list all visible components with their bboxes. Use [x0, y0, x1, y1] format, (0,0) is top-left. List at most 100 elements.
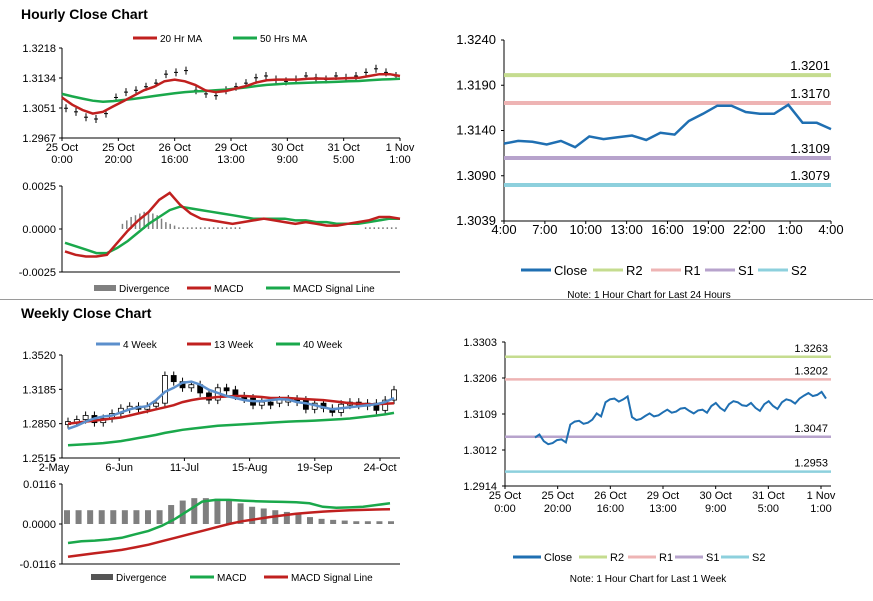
weekly-candle-body	[188, 384, 195, 389]
weekly-divergence-bar	[191, 498, 198, 524]
hourly-price-legend-label: 20 Hr MA	[160, 34, 203, 45]
hourly-macd-legend-label: MACD	[214, 284, 243, 295]
weekly-divergence-bar	[295, 514, 302, 524]
weekly-divergence-bar	[376, 521, 383, 524]
weekly-price-xtick-label: 19-Sep	[297, 462, 332, 474]
weekly-divergence-bar	[388, 521, 394, 524]
hourly-24h-legend-label: R2	[626, 263, 643, 278]
weekly-candle-body	[153, 402, 160, 407]
hourly-24h-xtick-label: 10:00	[569, 222, 602, 237]
hourly-20hr-ma-line	[61, 72, 401, 115]
weekly-hourly-level-label: 1.3263	[794, 343, 828, 355]
weekly-price-xtick-label: 6-Jun	[105, 462, 133, 474]
weekly-divergence-bar	[353, 521, 360, 524]
weekly-price-ytick-label: 1.3520	[22, 350, 56, 362]
hourly-24h-legend-label: R1	[684, 263, 701, 278]
weekly-macd-ytick-label: -0.0116	[20, 559, 57, 571]
weekly-divergence-bar	[307, 517, 313, 524]
hourly-macd-legend-label: Divergence	[119, 284, 170, 295]
hourly-24h-xtick-label: 16:00	[651, 222, 684, 237]
hourly-price-xtick-label: 26 Oct	[158, 142, 190, 154]
hourly-price-xtick-label: 31 Oct	[327, 142, 359, 154]
weekly-hourly-xtick-label: 1:00	[810, 503, 831, 515]
weekly-hourly-xtick-label: 0:00	[494, 503, 515, 515]
weekly-hourly-note: Note: 1 Hour Chart for Last 1 Week	[570, 574, 728, 585]
hourly-price-ytick-label: 1.2967	[22, 133, 56, 145]
weekly-divergence-bar	[121, 510, 128, 524]
hourly-24h-ytick-label: 1.3140	[456, 123, 496, 138]
weekly-hourly-xtick-label: 29 Oct	[647, 490, 679, 502]
weekly-divergence-bar	[179, 500, 186, 524]
hourly-24h-legend-label: Close	[554, 263, 587, 278]
hourly-price-xtick-label: 9:00	[277, 154, 298, 166]
hourly-24h-xtick-label: 7:00	[532, 222, 557, 237]
weekly-hourly-legend-label: S1	[706, 552, 719, 564]
weekly-hourly-legend-label: Close	[544, 552, 572, 564]
weekly-divergence-bar	[226, 500, 232, 524]
hourly-macd-ytick-label: -0.0025	[19, 267, 56, 279]
hourly-24h-close-line	[503, 103, 832, 149]
weekly-hourly-level-label: 1.3202	[794, 365, 828, 377]
weekly-divergence-bar	[330, 519, 337, 524]
weekly-divergence-bar	[75, 510, 82, 524]
hourly-24h-xtick-label: 13:00	[610, 222, 643, 237]
weekly-hourly-level-label: 1.3047	[794, 423, 828, 435]
weekly-40wk-line	[67, 411, 395, 447]
hourly-macd-line	[64, 191, 401, 258]
weekly-divergence-bar	[156, 510, 163, 524]
hourly-macd-ytick-label: 0.0025	[22, 181, 56, 193]
hourly-macd-legend-label: MACD Signal Line	[293, 284, 375, 295]
weekly-hourly-xtick-label: 13:00	[649, 503, 677, 515]
hourly-price-xtick-label: 29 Oct	[215, 142, 247, 154]
hourly-24h-ytick-label: 1.3090	[456, 168, 496, 183]
weekly-hourly-xtick-label: 26 Oct	[594, 490, 626, 502]
weekly-hourly-xtick-label: 16:00	[597, 503, 625, 515]
weekly-macd-legend-label: Divergence	[116, 573, 167, 584]
weekly-divergence-bar	[98, 510, 105, 524]
weekly-divergence-bar	[214, 498, 221, 524]
hourly-24h-xtick-label: 4:00	[491, 222, 516, 237]
hourly-price-legend-label: 50 Hrs MA	[260, 34, 308, 45]
weekly-divergence-bar	[64, 510, 70, 524]
weekly-hourly-ytick-label: 1.3109	[463, 409, 497, 421]
weekly-price-legend-label: 40 Week	[303, 340, 343, 351]
hourly-24h-legend-label: S2	[791, 263, 807, 278]
weekly-candle-body	[223, 387, 230, 392]
weekly-divergence-bar	[249, 506, 256, 524]
weekly-hourly-legend-label: R1	[659, 552, 673, 564]
hourly-price-xtick-label: 20:00	[105, 154, 133, 166]
weekly-divergence-bar	[341, 520, 348, 524]
weekly-hourly-ytick-label: 1.3012	[463, 445, 497, 457]
hourly-24h-xtick-label: 19:00	[692, 222, 725, 237]
hourly-price-xtick-label: 30 Oct	[271, 142, 303, 154]
hourly-price-xtick-label: 1:00	[389, 154, 410, 166]
weekly-hourly-xtick-label: 31 Oct	[752, 490, 784, 502]
weekly-hourly-ytick-label: 1.3206	[463, 373, 497, 385]
weekly-candle-body	[82, 415, 89, 420]
hourly-24h-level-label: 1.3170	[790, 86, 830, 101]
weekly-hourly-xtick-label: 20:00	[544, 503, 572, 515]
weekly-candle-body	[382, 399, 389, 411]
weekly-hourly-ytick-label: 1.2914	[463, 481, 497, 493]
weekly-price-xtick-label: 24-Oct	[363, 462, 396, 474]
hourly-price-xtick-label: 25 Oct	[102, 142, 134, 154]
hourly-24h-level-label: 1.3201	[790, 58, 830, 73]
weekly-hourly-xtick-label: 30 Oct	[699, 490, 731, 502]
weekly-hourly-legend-label: S2	[752, 552, 765, 564]
hourly-macd-legend-swatch	[94, 285, 116, 291]
hourly-24h-ytick-label: 1.3240	[456, 32, 496, 47]
weekly-macd-legend-swatch	[91, 574, 113, 580]
hourly-price-xtick-label: 1 Nov	[386, 142, 415, 154]
weekly-hourly-legend-label: R2	[610, 552, 624, 564]
weekly-price-legend-label: 13 Week	[214, 340, 254, 351]
hourly-price-xtick-label: 0:00	[51, 154, 72, 166]
hourly-price-ytick-label: 1.3051	[22, 103, 56, 115]
weekly-macd-legend-label: MACD Signal Line	[291, 573, 373, 584]
weekly-price-legend-label: 4 Week	[123, 340, 158, 351]
weekly-section-title: Weekly Close Chart	[21, 305, 152, 321]
